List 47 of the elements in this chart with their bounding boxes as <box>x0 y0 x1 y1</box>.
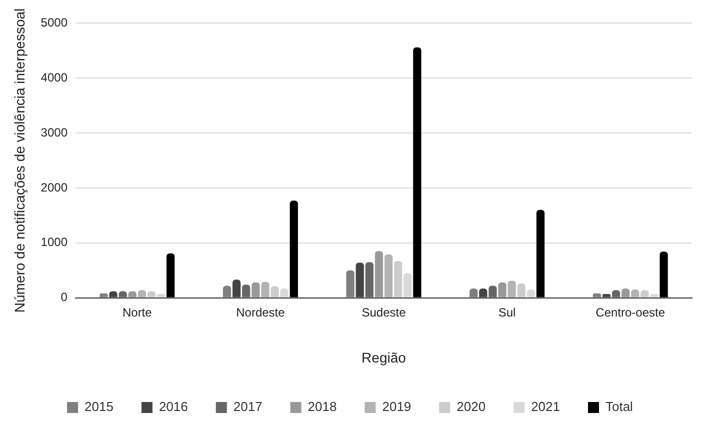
bar <box>517 284 526 298</box>
bar <box>479 288 488 298</box>
bar <box>404 273 412 298</box>
bar <box>660 252 668 298</box>
y-tick-label: 5000 <box>40 16 68 30</box>
y-tick-label: 1000 <box>40 235 68 250</box>
bar <box>498 282 506 298</box>
y-tick-label: 0 <box>60 290 68 304</box>
bar <box>232 280 241 298</box>
bar <box>622 288 630 298</box>
bar <box>346 270 354 298</box>
x-tick-label: Sul <box>498 305 516 320</box>
bar <box>394 261 402 298</box>
bar <box>508 280 516 298</box>
bar <box>470 288 478 298</box>
legend-label: 2017 <box>233 399 262 414</box>
y-tick-label: 2000 <box>40 180 68 194</box>
bar <box>384 254 393 298</box>
bar <box>261 282 270 298</box>
x-axis-title: Região <box>362 349 406 366</box>
x-tick-label: Centro-oeste <box>596 305 666 320</box>
y-tick-label: 4000 <box>40 70 68 84</box>
x-tick-label: Sudeste <box>362 305 406 320</box>
x-tick-label: Nordeste <box>236 305 286 320</box>
bar <box>413 47 422 298</box>
bar <box>280 288 288 298</box>
bar <box>242 284 250 298</box>
bar <box>222 286 232 298</box>
bar <box>374 251 384 298</box>
bar <box>536 210 545 298</box>
bar <box>488 286 497 298</box>
legend-label: 2018 <box>308 399 337 414</box>
legend-label: 2019 <box>382 399 412 414</box>
x-tick-label: Norte <box>122 305 152 320</box>
legend-label: 2020 <box>456 399 486 414</box>
bar <box>270 286 279 298</box>
legend-label: 2016 <box>158 399 188 414</box>
y-tick-label: 3000 <box>40 125 68 140</box>
bar <box>252 282 260 298</box>
bar <box>356 262 364 298</box>
y-axis-title: Número de notificações de violência interpessoal <box>11 8 28 313</box>
legend-label: Total <box>605 399 634 414</box>
legend-label: 2015 <box>84 399 114 414</box>
bar <box>365 262 374 298</box>
bar <box>166 253 175 298</box>
legend-label: 2021 <box>531 399 560 414</box>
bar <box>290 200 298 298</box>
